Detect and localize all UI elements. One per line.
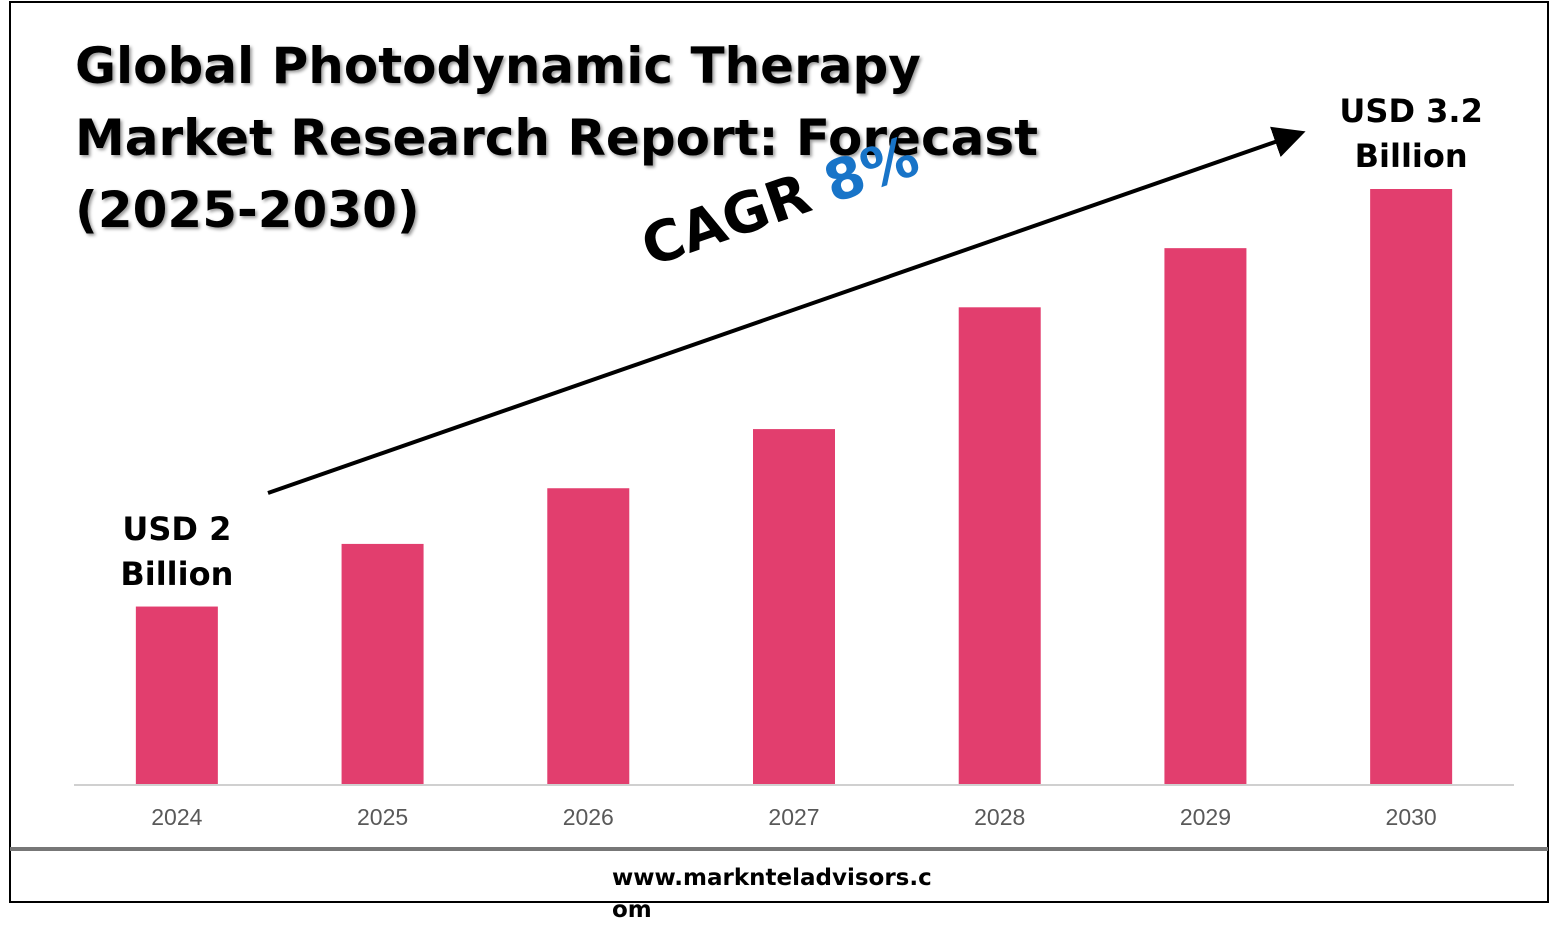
value-label: USD 3.2 Billion [1339,92,1483,175]
bar [753,429,835,784]
value-label: USD 2 Billion [120,509,234,593]
bar [958,307,1041,784]
frame [9,1,1549,903]
source: www.marknteladvisors.com [612,865,932,923]
x-tick-label: 2026 [563,804,614,830]
bar [547,488,630,784]
bar [1164,248,1247,785]
x-tick-label: 2028 [974,804,1025,830]
x-tick-label: 2029 [1180,804,1231,830]
x-tick-label: 2025 [357,804,408,830]
bar [1370,189,1453,784]
x-tick-label: 2030 [1386,804,1437,830]
x-tick-label: 2027 [768,804,819,830]
x-tick-label: 2024 [151,804,202,830]
chart-title: Global Photodynamic Therapy Market Resea… [75,37,1039,239]
bar [135,606,218,784]
growth-arrow [267,126,1306,495]
bar [341,543,424,784]
